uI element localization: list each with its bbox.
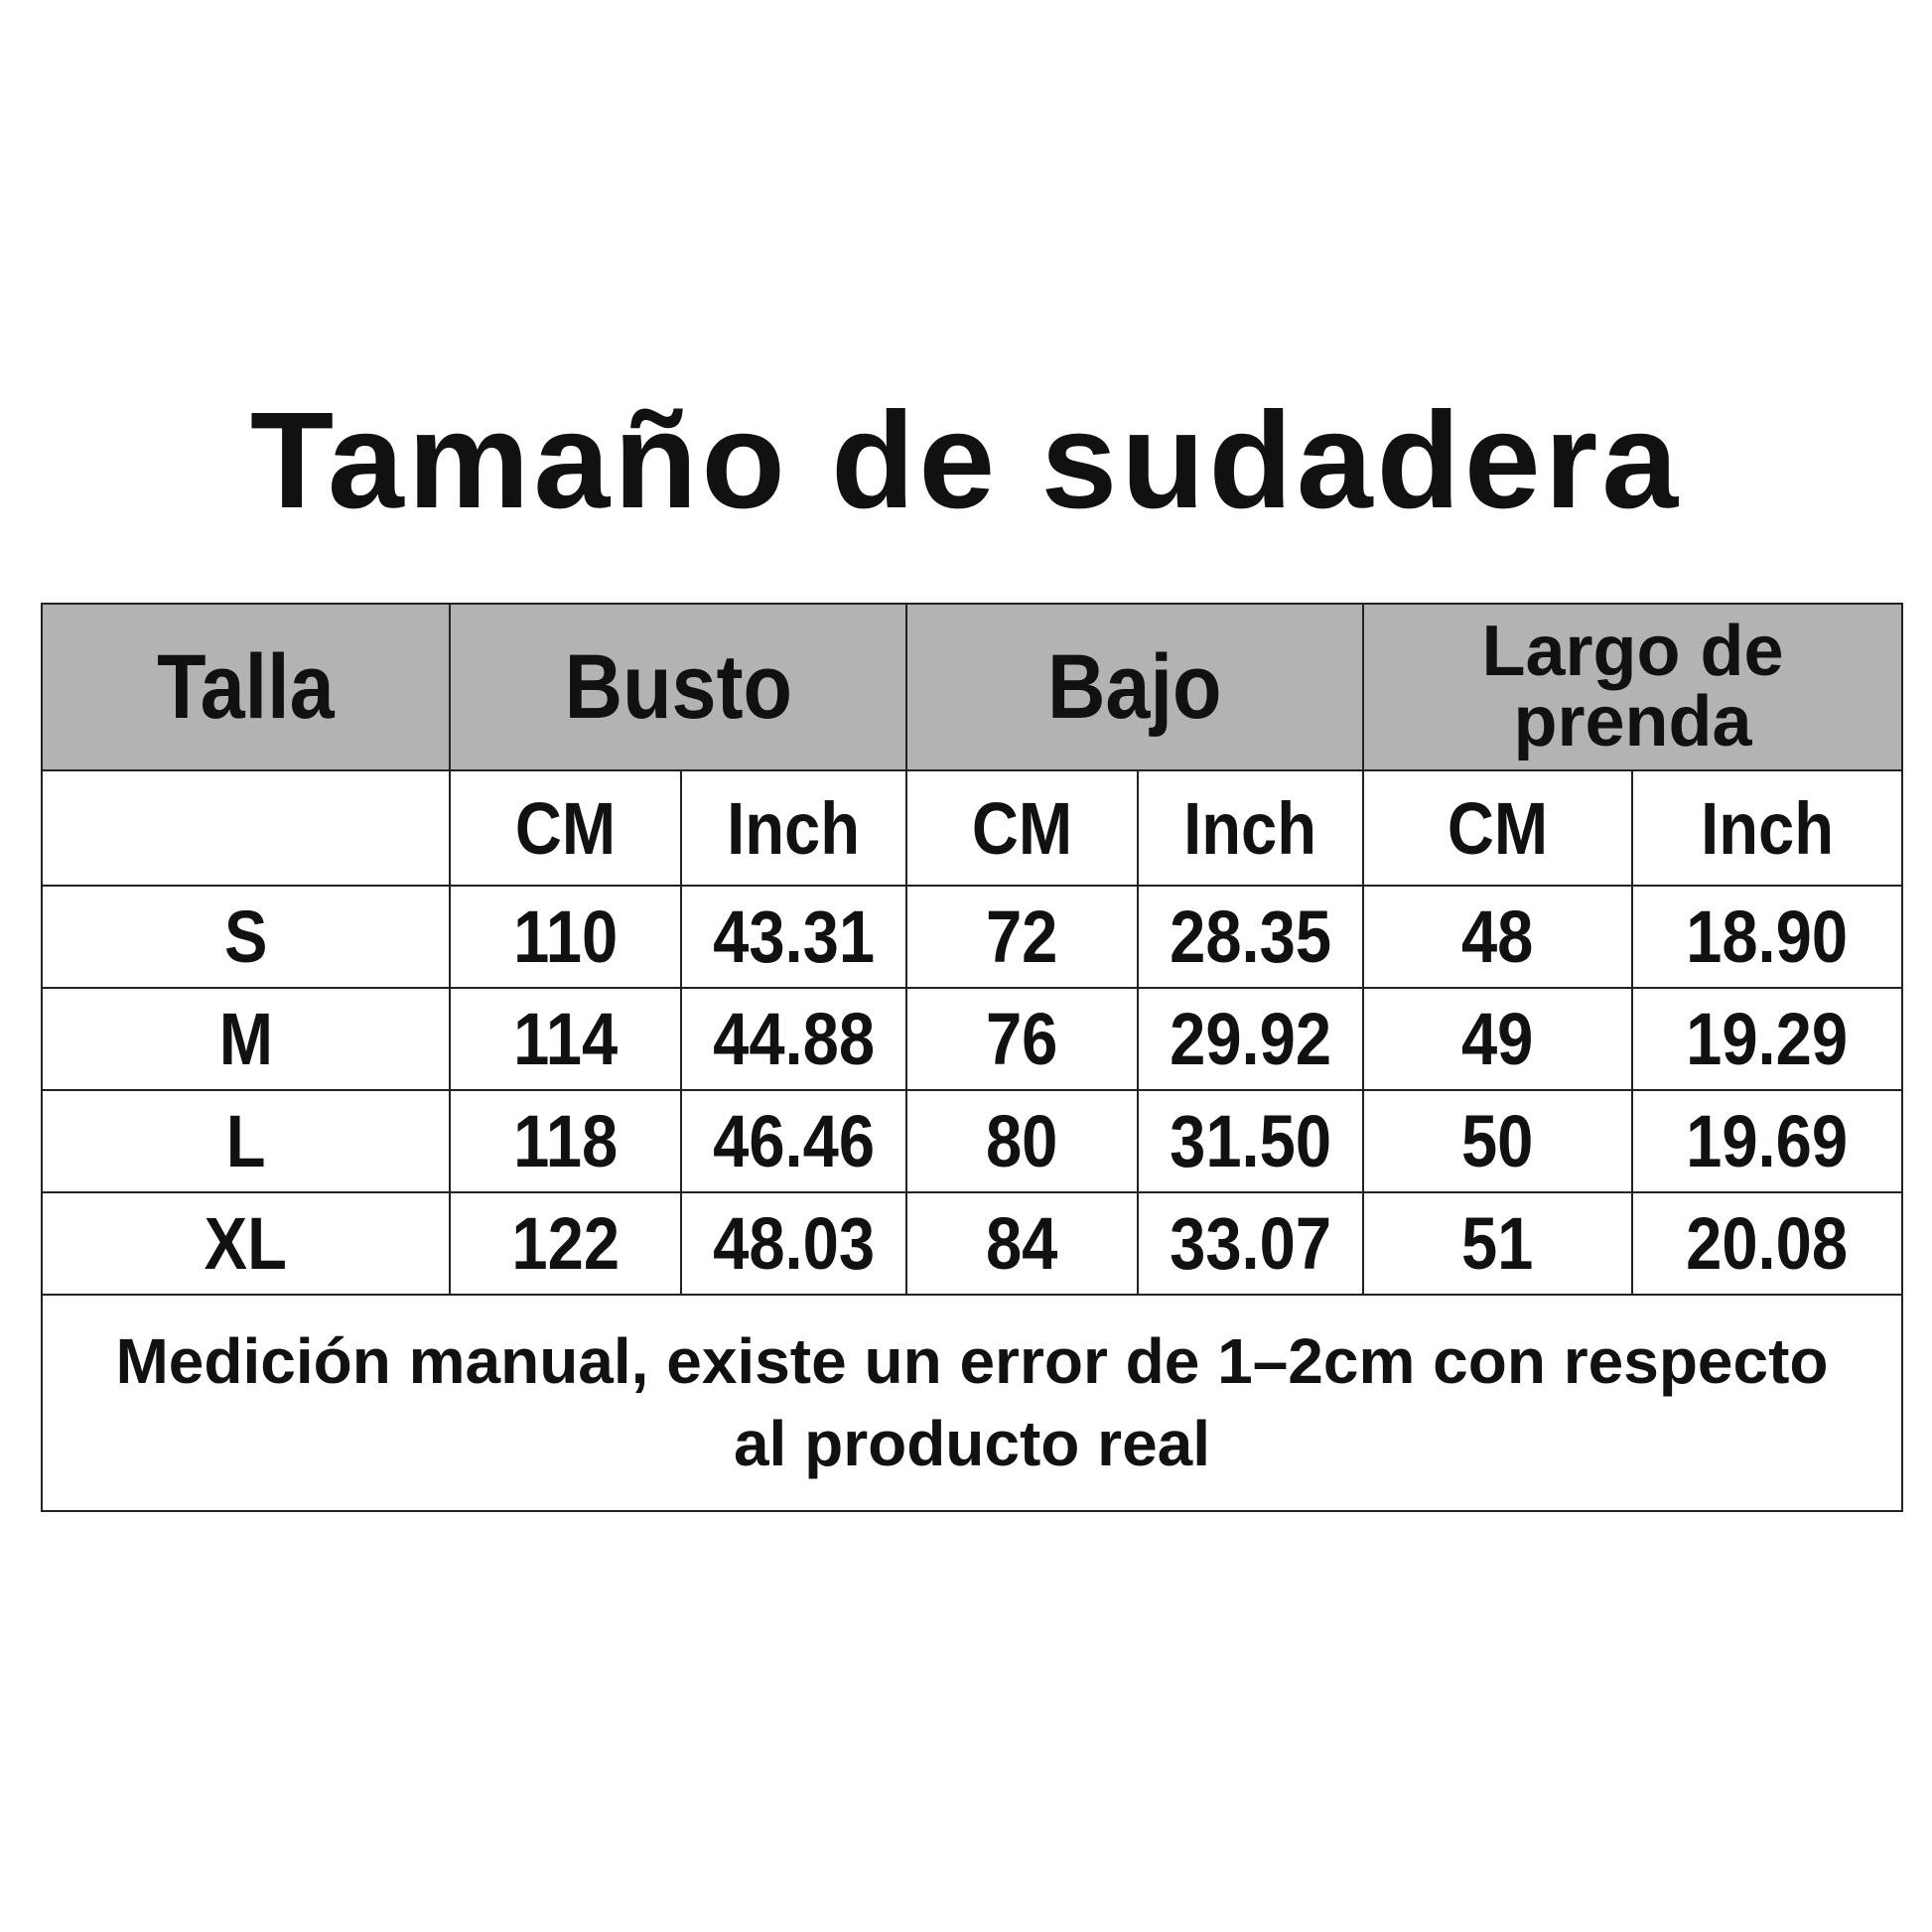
measurement-cell: 19.69 bbox=[1631, 1089, 1904, 1193]
unit-cell: CM bbox=[449, 769, 682, 887]
measurement-cell: 49 bbox=[1362, 987, 1634, 1091]
note-row: Medición manual, existe un error de 1–2c… bbox=[40, 1294, 1904, 1512]
measurement-cell: 33.07 bbox=[1137, 1191, 1365, 1296]
measurement-cell: 76 bbox=[905, 987, 1140, 1091]
unit-row: CM Inch CM Inch CM Inch bbox=[41, 769, 1904, 887]
measurement-cell: 72 bbox=[905, 885, 1140, 989]
header-hem: Bajo bbox=[905, 603, 1365, 771]
size-label: M bbox=[41, 987, 451, 1091]
table-row: S 110 43.31 72 28.35 48 18.90 bbox=[41, 885, 1904, 989]
measurement-note: Medición manual, existe un error de 1–2c… bbox=[40, 1294, 1904, 1512]
unit-empty bbox=[41, 769, 451, 887]
page-title: Tamaño de sudadera bbox=[249, 384, 1683, 537]
measurement-cell: 46.46 bbox=[679, 1089, 908, 1193]
measurement-cell: 48.03 bbox=[679, 1191, 908, 1296]
measurement-cell: 122 bbox=[449, 1191, 682, 1296]
measurement-cell: 44.88 bbox=[679, 987, 908, 1091]
measurement-cell: 31.50 bbox=[1137, 1089, 1365, 1193]
measurement-cell: 28.35 bbox=[1137, 885, 1365, 989]
header-length: Largo de prenda bbox=[1362, 603, 1904, 771]
unit-cell: Inch bbox=[1137, 769, 1365, 887]
table-row: XL 122 48.03 84 33.07 51 20.08 bbox=[41, 1191, 1904, 1296]
table-row: M 114 44.88 76 29.92 49 19.29 bbox=[41, 987, 1904, 1091]
measurement-cell: 51 bbox=[1362, 1191, 1634, 1296]
unit-cell: Inch bbox=[679, 769, 908, 887]
size-label: XL bbox=[41, 1191, 451, 1296]
table-row: L 118 46.46 80 31.50 50 19.69 bbox=[41, 1089, 1904, 1193]
size-chart-table: Talla Busto Bajo Largo de prenda CM Inch… bbox=[40, 603, 1904, 1512]
header-row: Talla Busto Bajo Largo de prenda bbox=[41, 603, 1904, 771]
measurement-cell: 50 bbox=[1362, 1089, 1634, 1193]
measurement-cell: 118 bbox=[449, 1089, 682, 1193]
measurement-cell: 84 bbox=[905, 1191, 1140, 1296]
measurement-cell: 18.90 bbox=[1631, 885, 1904, 989]
measurement-cell: 110 bbox=[449, 885, 682, 989]
measurement-cell: 43.31 bbox=[679, 885, 908, 989]
size-label: L bbox=[41, 1089, 451, 1193]
measurement-cell: 114 bbox=[449, 987, 682, 1091]
unit-cell: Inch bbox=[1631, 769, 1904, 887]
unit-cell: CM bbox=[1362, 769, 1634, 887]
header-bust: Busto bbox=[448, 603, 908, 771]
header-size: Talla bbox=[41, 603, 451, 771]
measurement-cell: 80 bbox=[905, 1089, 1140, 1193]
measurement-cell: 48 bbox=[1362, 885, 1634, 989]
size-label: S bbox=[41, 885, 451, 989]
measurement-cell: 19.29 bbox=[1631, 987, 1904, 1091]
unit-cell: CM bbox=[905, 769, 1140, 887]
measurement-cell: 20.08 bbox=[1631, 1191, 1904, 1296]
measurement-cell: 29.92 bbox=[1137, 987, 1365, 1091]
